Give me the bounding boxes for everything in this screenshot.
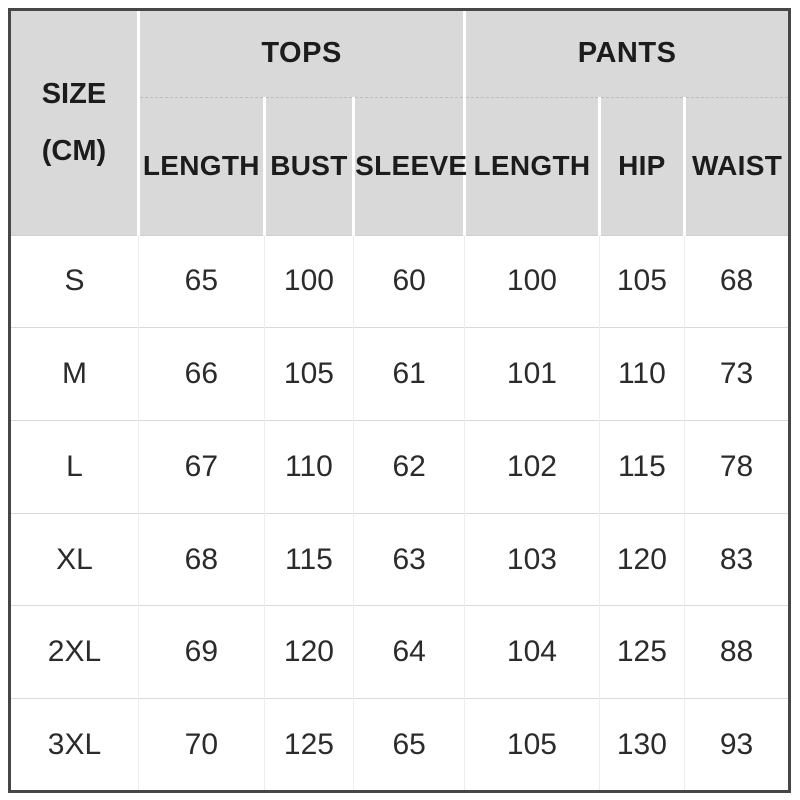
size-label: XL (11, 512, 139, 606)
table-cell: 66 (137, 327, 265, 421)
size-label: 3XL (11, 698, 139, 790)
table-cell: 105 (598, 234, 685, 328)
size-label: M (11, 327, 139, 421)
table-cell: 88 (684, 605, 788, 699)
table-cell: 63 (353, 512, 465, 606)
table-cell: 93 (684, 698, 788, 790)
table-cell: 68 (684, 234, 788, 328)
column-header-bust: BUST (262, 97, 354, 235)
table-cell: 110 (598, 327, 685, 421)
table-row-m: M 66 105 61 101 110 73 (11, 327, 788, 421)
table-cell: 60 (353, 234, 465, 328)
table-row-l: L 67 110 62 102 115 78 (11, 419, 788, 514)
table-row-xl: XL 68 115 63 103 120 83 (11, 512, 788, 606)
table-cell: 115 (263, 512, 354, 606)
size-label: 2XL (11, 605, 139, 699)
table-cell: 120 (263, 605, 354, 699)
size-header-label: SIZE (41, 77, 107, 110)
table-cell: 62 (353, 419, 465, 514)
size-unit-label: (CM) (41, 134, 107, 167)
table-cell: 68 (137, 512, 265, 606)
table-cell: 61 (353, 327, 465, 421)
size-chart: SIZE (CM) TOPS PANTS LENGTH BUST SLEEVE … (8, 8, 791, 793)
table-cell: 105 (464, 698, 600, 790)
table-cell: 125 (598, 605, 685, 699)
table-cell: 105 (263, 327, 354, 421)
table-cell: 67 (137, 419, 265, 514)
table-cell: 69 (137, 605, 265, 699)
table-cell: 73 (684, 327, 788, 421)
size-unit-header: SIZE (CM) (11, 11, 140, 235)
column-header-pants-length: LENGTH (463, 97, 600, 235)
table-cell: 70 (137, 698, 265, 790)
table-cell: 100 (263, 234, 354, 328)
size-label: L (11, 419, 139, 514)
table-cell: 120 (598, 512, 685, 606)
table-cell: 65 (353, 698, 465, 790)
table-cell: 104 (464, 605, 600, 699)
table-cell: 110 (263, 419, 354, 514)
table-cell: 103 (464, 512, 600, 606)
column-header-waist: WAIST (683, 97, 788, 235)
table-cell: 64 (353, 605, 465, 699)
table-cell: 65 (137, 234, 265, 328)
table-cell: 100 (464, 234, 600, 328)
table-cell: 83 (684, 512, 788, 606)
table-cell: 78 (684, 419, 788, 514)
table-cell: 125 (263, 698, 354, 790)
column-header-hip: HIP (597, 97, 685, 235)
size-label: S (11, 234, 139, 328)
group-header-tops: TOPS (138, 11, 465, 98)
table-cell: 130 (598, 698, 685, 790)
table-cell: 101 (464, 327, 600, 421)
table-row-3xl: 3XL 70 125 65 105 130 93 (11, 698, 788, 790)
table-row-s: S 65 100 60 100 105 68 (11, 234, 788, 328)
column-header-tops-length: LENGTH (138, 97, 265, 235)
table-cell: 102 (464, 419, 600, 514)
size-chart-table: SIZE (CM) TOPS PANTS LENGTH BUST SLEEVE … (11, 11, 788, 790)
table-row-2xl: 2XL 69 120 64 104 125 88 (11, 605, 788, 699)
table-cell: 115 (598, 419, 685, 514)
column-header-sleeve: SLEEVE (352, 97, 467, 235)
group-header-pants: PANTS (463, 11, 788, 98)
